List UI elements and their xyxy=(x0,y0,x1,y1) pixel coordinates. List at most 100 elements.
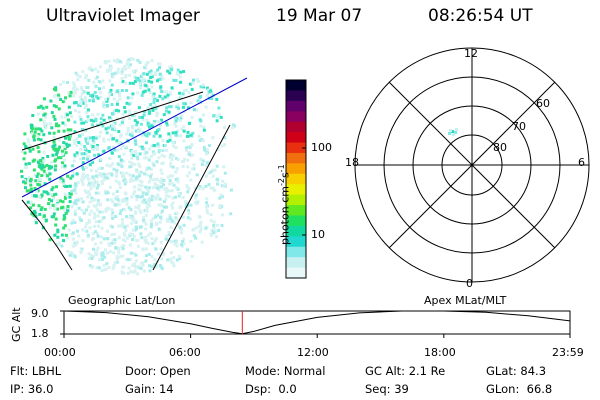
image-pixel xyxy=(161,149,165,153)
image-pixel xyxy=(63,147,67,151)
image-pixel xyxy=(187,106,190,110)
image-pixel xyxy=(102,237,106,241)
image-pixel xyxy=(176,103,180,107)
image-pixel xyxy=(152,100,156,104)
image-pixel xyxy=(169,161,173,165)
image-pixel xyxy=(158,62,162,66)
image-pixel xyxy=(111,238,115,242)
image-pixel xyxy=(44,126,48,130)
image-pixel xyxy=(69,192,73,196)
image-pixel xyxy=(181,164,185,168)
image-pixel xyxy=(122,152,126,156)
image-pixel xyxy=(171,174,175,178)
image-pixel xyxy=(153,97,157,101)
image-pixel xyxy=(199,124,203,128)
apex-label: Apex MLat/MLT xyxy=(424,294,507,307)
image-pixel xyxy=(104,248,107,252)
image-pixel xyxy=(87,190,91,194)
image-pixel xyxy=(39,138,43,142)
image-pixel xyxy=(137,187,140,191)
image-pixel xyxy=(120,121,124,125)
image-pixel xyxy=(37,150,41,154)
image-pixel xyxy=(62,145,66,149)
image-pixel xyxy=(145,254,149,258)
image-pixel xyxy=(80,152,84,156)
image-pixel xyxy=(147,233,151,237)
image-pixel xyxy=(62,226,66,230)
image-pixel xyxy=(170,189,174,193)
image-pixel xyxy=(130,131,134,135)
image-pixel xyxy=(190,115,194,119)
image-pixel xyxy=(94,136,98,140)
image-pixel xyxy=(175,186,179,190)
image-pixel xyxy=(111,112,115,116)
image-pixel xyxy=(125,202,129,206)
image-pixel xyxy=(37,105,41,109)
image-pixel xyxy=(32,134,36,138)
image-pixel xyxy=(110,233,114,236)
image-pixel xyxy=(73,221,77,224)
image-pixel xyxy=(168,219,172,223)
image-pixel xyxy=(144,213,148,217)
image-pixel xyxy=(143,156,147,160)
image-pixel xyxy=(37,132,41,136)
image-pixel xyxy=(52,94,56,98)
image-pixel xyxy=(74,140,78,143)
image-pixel xyxy=(136,78,140,82)
image-pixel xyxy=(156,68,160,72)
image-pixel xyxy=(169,251,173,255)
image-pixel xyxy=(99,121,103,125)
image-pixel xyxy=(133,162,137,166)
image-pixel xyxy=(94,220,98,224)
image-pixel xyxy=(65,81,69,84)
image-pixel xyxy=(42,214,46,218)
image-pixel xyxy=(133,136,137,140)
image-pixel xyxy=(164,90,168,94)
image-pixel xyxy=(146,123,150,127)
image-pixel xyxy=(46,174,50,178)
image-pixel xyxy=(83,106,87,110)
image-pixel xyxy=(99,256,103,260)
image-pixel xyxy=(41,156,45,160)
image-pixel xyxy=(143,220,147,224)
image-pixel xyxy=(132,174,135,178)
image-pixel xyxy=(102,263,106,267)
image-pixel xyxy=(95,266,99,270)
image-pixel xyxy=(60,115,64,119)
image-pixel xyxy=(37,161,40,165)
image-pixel xyxy=(38,183,42,187)
image-pixel xyxy=(99,95,103,99)
image-pixel xyxy=(139,232,143,236)
image-pixel xyxy=(160,177,164,181)
image-pixel xyxy=(52,147,56,151)
image-pixel xyxy=(46,192,50,196)
image-pixel xyxy=(179,243,183,247)
image-pixel xyxy=(54,164,58,168)
image-pixel xyxy=(156,142,160,146)
image-pixel xyxy=(40,160,44,164)
image-pixel xyxy=(115,169,119,172)
image-pixel xyxy=(120,164,124,168)
image-pixel xyxy=(209,89,213,93)
image-pixel xyxy=(123,182,127,186)
image-pixel xyxy=(88,264,92,268)
image-pixel xyxy=(75,172,79,176)
image-pixel xyxy=(193,186,197,190)
image-pixel xyxy=(176,129,180,133)
image-pixel xyxy=(158,94,162,98)
image-pixel xyxy=(41,223,45,227)
image-pixel xyxy=(106,96,110,100)
image-pixel xyxy=(72,81,76,85)
image-pixel xyxy=(188,82,192,86)
image-pixel xyxy=(189,178,193,182)
image-pixel xyxy=(120,71,124,75)
image-pixel xyxy=(74,101,78,104)
image-pixel xyxy=(201,159,205,163)
image-pixel xyxy=(122,231,126,235)
image-pixel xyxy=(131,124,135,128)
lat-label-70: 70 xyxy=(512,120,526,133)
image-pixel xyxy=(72,139,76,143)
image-pixel xyxy=(167,230,171,234)
image-pixel xyxy=(162,154,166,158)
image-pixel xyxy=(71,254,75,257)
